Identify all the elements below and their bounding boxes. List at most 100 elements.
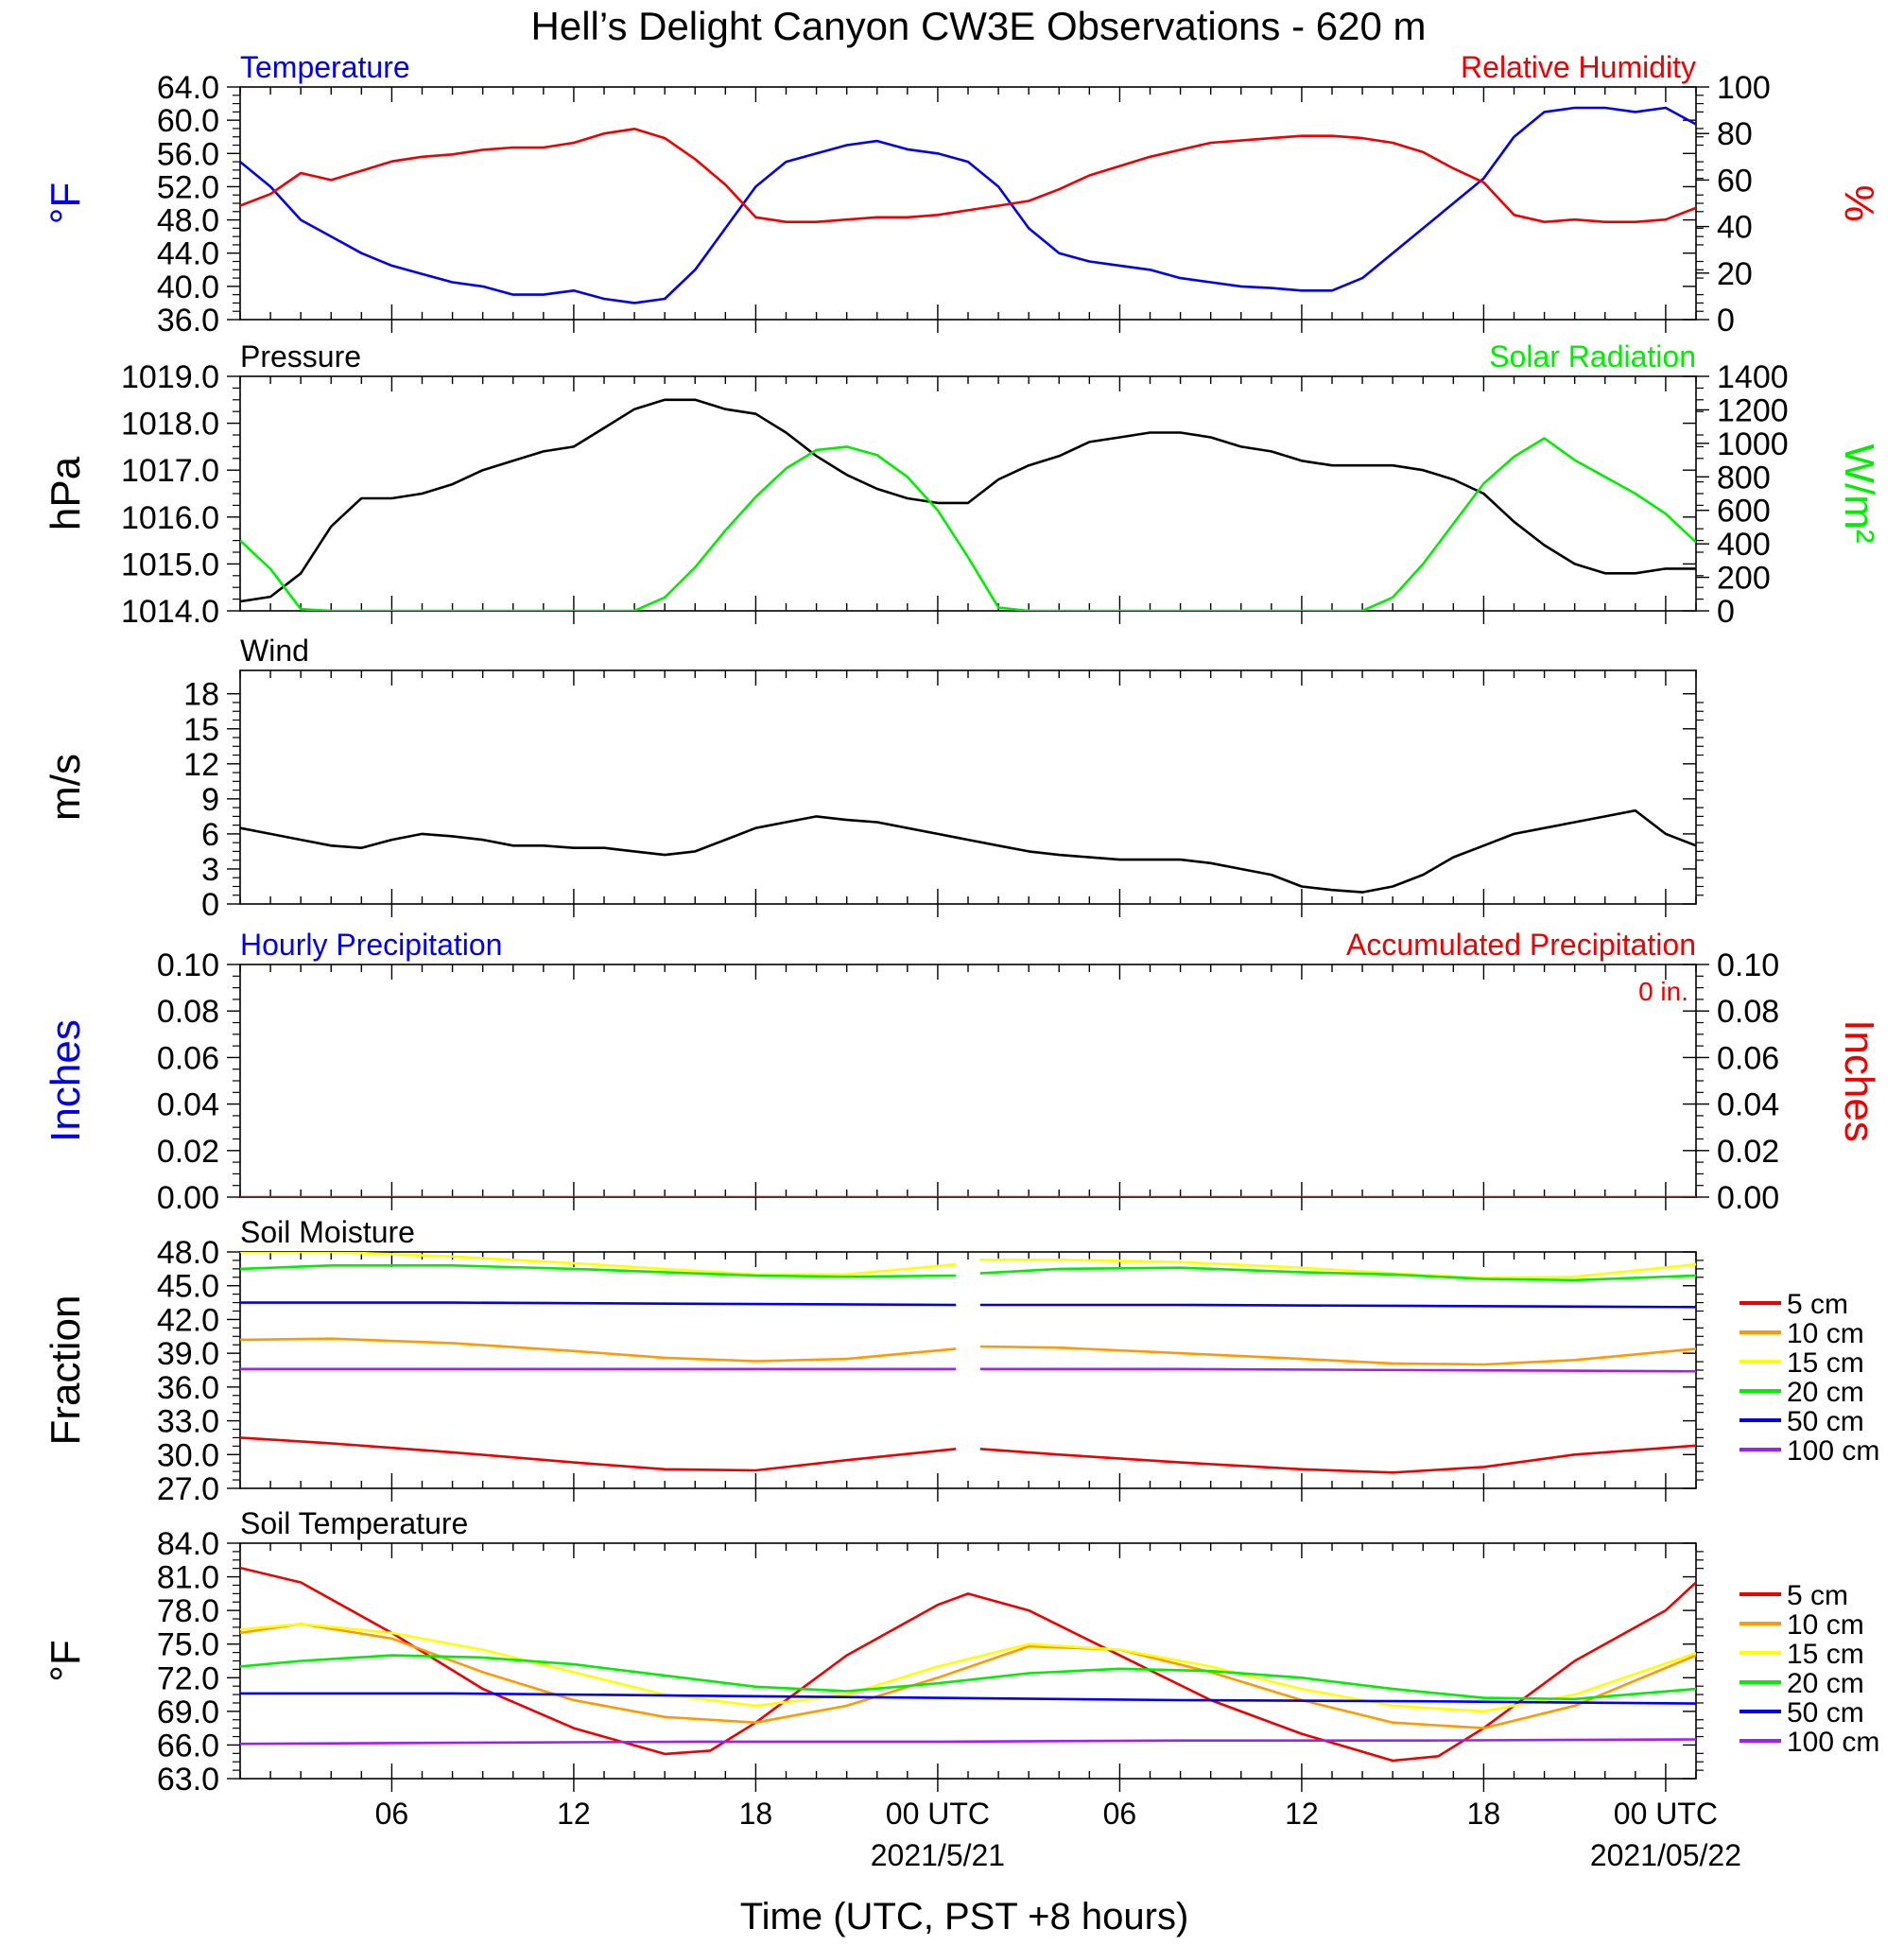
panel-soil-moisture: 48.045.042.039.036.033.030.027.0 Soil Moi… — [43, 1215, 1879, 1507]
series-line-pressure-solar-1 — [240, 437, 1696, 611]
series-line-soil-moisture-2 — [979, 1259, 1696, 1279]
legend-label: 10 cm — [1787, 1609, 1864, 1641]
x-tick-label: 12 — [1285, 1797, 1319, 1831]
legend-label: 15 cm — [1787, 1639, 1864, 1670]
series-group — [240, 1252, 1696, 1474]
y-tick-label-right: 1000 — [1717, 426, 1789, 462]
y-axis-label-left: °F — [43, 182, 89, 224]
y-tick-label-left: 36.0 — [157, 1370, 219, 1406]
y-tick-label-right: 20 — [1717, 256, 1753, 292]
x-date-label: 2021/05/22 — [1590, 1838, 1741, 1872]
panel-precip: 0.10 0.08 0.06 0.04 0.02 0.00 0.10 0.08 0.06 0.04… — [43, 928, 1882, 1216]
series-group — [240, 106, 1696, 304]
y-tick-label-right: 800 — [1717, 460, 1771, 495]
y-tick-label-right: 0.04 — [1717, 1087, 1779, 1123]
y-tick-label-right: 0.02 — [1717, 1134, 1779, 1170]
y-tick-label-right: 0.06 — [1717, 1040, 1779, 1076]
legend-label: 5 cm — [1787, 1580, 1848, 1611]
y-axis-label-right: % — [1836, 184, 1882, 221]
x-tick-label: 06 — [1103, 1797, 1137, 1831]
y-tick-label-right: 400 — [1717, 527, 1771, 563]
legend-label: 20 cm — [1787, 1668, 1864, 1699]
time-axis: 06 12 18 00 UTC 06 12 18 00 UTC 2021/5/21 2021/05… — [375, 1797, 1741, 1872]
panel-soil-temp: 84.081.078.075.072.069.066.063.0 Soil Tem… — [43, 1506, 1879, 1798]
series-line-soil-moisture-4 — [979, 1303, 1696, 1309]
panel-title-right: Accumulated Precipitation — [1346, 928, 1696, 962]
y-axis-label-right: Inches — [1836, 1019, 1882, 1142]
panel-pressure-solar: 1019.0 1018.0 1017.0 1016.0 1015.0 1014.0 1400… — [43, 339, 1882, 630]
series-line-soil-moisture-3 — [240, 1264, 957, 1278]
y-tick-label-left: 0.06 — [157, 1040, 219, 1076]
y-tick-label-left: 60.0 — [157, 103, 219, 139]
series-group — [240, 398, 1696, 611]
y-tick-label-left: 52.0 — [157, 169, 219, 205]
series-line-soil-moisture-0 — [240, 1436, 957, 1472]
y-tick-label-left: 69.0 — [157, 1694, 219, 1730]
panel-title-right: Relative Humidity — [1461, 50, 1696, 84]
accumulated-total-label: 0 in. — [1638, 977, 1688, 1006]
y-tick-label-left: 3 — [201, 852, 219, 888]
y-tick-label-left: 1019.0 — [121, 359, 219, 395]
x-tick-label: 18 — [739, 1797, 773, 1831]
series-group — [240, 1566, 1696, 1763]
legend-label: 50 cm — [1787, 1406, 1864, 1437]
y-tick-label-left: 48.0 — [157, 1235, 219, 1271]
series-group — [240, 808, 1696, 894]
y-axis-label-right: W/m² — [1836, 443, 1882, 543]
y-tick-label-left: 0.10 — [157, 947, 219, 983]
y-tick-label-left: 18 — [183, 677, 219, 713]
x-tick-label: 00 UTC — [886, 1797, 990, 1831]
y-axis-label-left: hPa — [43, 456, 89, 530]
series-line-soil-temp-5 — [240, 1738, 1696, 1746]
panel-title-right: Solar Radiation — [1489, 339, 1696, 374]
y-tick-label-right: 0.08 — [1717, 994, 1779, 1030]
y-tick-label-right: 1200 — [1717, 392, 1789, 428]
y-tick-label-left: 39.0 — [157, 1336, 219, 1372]
y-tick-label-left: 75.0 — [157, 1627, 219, 1663]
y-tick-label-left: 0.02 — [157, 1134, 219, 1170]
y-tick-label-left: 45.0 — [157, 1269, 219, 1305]
legend-label: 5 cm — [1787, 1289, 1848, 1320]
panel-title-left: Hourly Precipitation — [240, 928, 502, 962]
x-date-label: 2021/5/21 — [871, 1838, 1005, 1872]
y-tick-label-left: 44.0 — [157, 236, 219, 272]
y-tick-label-right: 200 — [1717, 561, 1771, 597]
y-tick-label-left: 78.0 — [157, 1593, 219, 1629]
y-tick-label-left: 40.0 — [157, 269, 219, 305]
series-line-wind-0 — [240, 808, 1696, 894]
y-tick-label-left: 0 — [201, 887, 219, 923]
x-tick-label: 06 — [375, 1797, 409, 1831]
series-line-soil-temp-1 — [240, 1623, 1696, 1729]
y-tick-label-left: 72.0 — [157, 1660, 219, 1696]
series-line-soil-temp-4 — [240, 1692, 1696, 1705]
legend-label: 20 cm — [1787, 1377, 1864, 1408]
y-axis-label-left: Inches — [43, 1019, 89, 1142]
y-tick-label-left: 1014.0 — [121, 594, 219, 630]
panel-frame — [239, 86, 1697, 321]
y-tick-label-right: 60 — [1717, 163, 1753, 199]
x-axis-label: Time (UTC, PST +8 hours) — [740, 1896, 1189, 1937]
y-tick-label-left: 6 — [201, 817, 219, 853]
panel-title-left: Pressure — [240, 339, 361, 374]
y-tick-label-left: 56.0 — [157, 136, 219, 172]
y-tick-label-left: 48.0 — [157, 203, 219, 239]
y-tick-label-left: 1015.0 — [121, 547, 219, 582]
legend-label: 100 cm — [1787, 1435, 1879, 1467]
y-tick-label-left: 0.04 — [157, 1087, 219, 1123]
legend-label: 15 cm — [1787, 1347, 1864, 1379]
x-tick-label: 12 — [557, 1797, 591, 1831]
series-line-soil-moisture-4 — [240, 1301, 957, 1307]
y-tick-label-left: 42.0 — [157, 1302, 219, 1338]
series-line-soil-moisture-1 — [979, 1345, 1696, 1366]
y-tick-label-right: 100 — [1717, 70, 1771, 106]
series-line-soil-temp-3 — [240, 1654, 1696, 1701]
y-tick-label-left: 0.08 — [157, 994, 219, 1030]
panel-temp-rh: 64.060.056.052.048.044.040.036.0 100 80 60 4… — [43, 50, 1882, 339]
series-line-soil-moisture-0 — [979, 1444, 1696, 1474]
y-tick-label-left: 9 — [201, 782, 219, 818]
chart-title: Hell’s Delight Canyon CW3E Observations … — [531, 4, 1427, 48]
y-tick-label-right: 80 — [1717, 116, 1753, 152]
